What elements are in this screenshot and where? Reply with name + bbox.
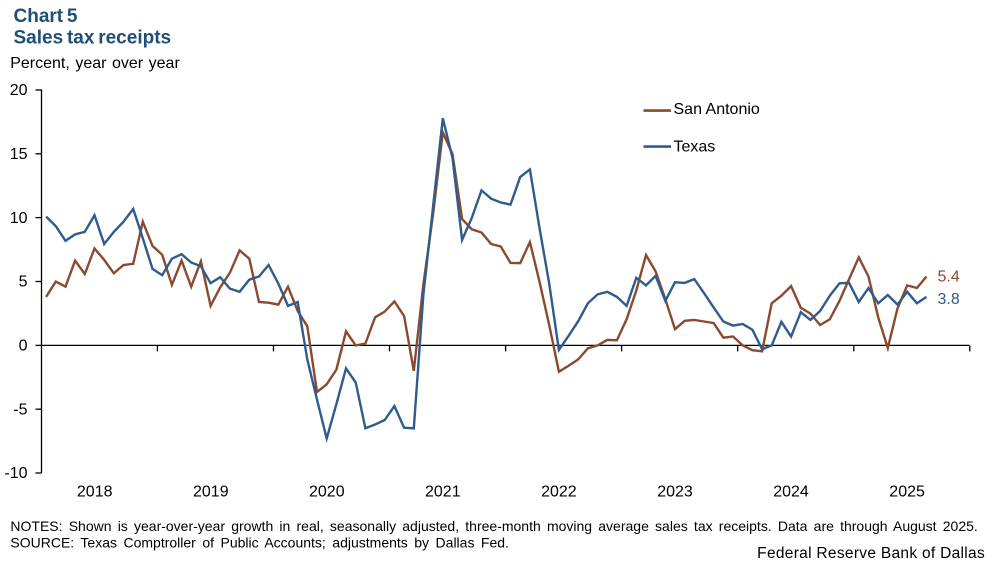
- svg-text:2018: 2018: [77, 484, 113, 501]
- svg-text:10: 10: [10, 210, 28, 227]
- svg-text:-10: -10: [4, 465, 27, 482]
- svg-text:2022: 2022: [541, 484, 577, 501]
- svg-text:Percent, year over year: Percent, year over year: [10, 55, 180, 72]
- svg-text:2019: 2019: [193, 484, 229, 501]
- svg-text:2023: 2023: [657, 484, 693, 501]
- svg-text:NOTES: Shown is year-over-year: NOTES: Shown is year-over-year growth in…: [10, 518, 977, 534]
- svg-text:0: 0: [19, 338, 28, 355]
- svg-text:5: 5: [19, 274, 28, 291]
- svg-text:Texas: Texas: [674, 138, 716, 155]
- svg-text:-5: -5: [13, 401, 27, 418]
- svg-text:San Antonio: San Antonio: [674, 101, 760, 118]
- svg-text:2025: 2025: [889, 484, 925, 501]
- svg-text:2021: 2021: [425, 484, 461, 501]
- svg-text:20: 20: [10, 82, 28, 99]
- svg-text:Federal Reserve Bank of Dallas: Federal Reserve Bank of Dallas: [757, 545, 985, 562]
- svg-text:Chart 5: Chart 5: [14, 6, 78, 27]
- svg-text:SOURCE: Texas Comptroller of P: SOURCE: Texas Comptroller of Public Acco…: [10, 534, 509, 550]
- svg-text:2024: 2024: [773, 484, 809, 501]
- svg-text:5.4: 5.4: [938, 269, 960, 286]
- svg-text:3.8: 3.8: [938, 291, 960, 308]
- svg-text:15: 15: [10, 146, 28, 163]
- svg-text:Sales tax receipts: Sales tax receipts: [14, 28, 172, 49]
- svg-text:2020: 2020: [309, 484, 345, 501]
